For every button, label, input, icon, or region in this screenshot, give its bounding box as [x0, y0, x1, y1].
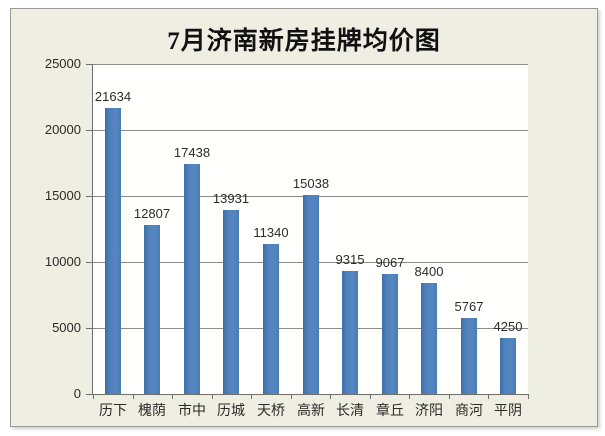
value-label-济阳: 8400 [414, 264, 444, 279]
x-axis-line [87, 394, 529, 395]
x-axis-label-历下: 历下 [99, 402, 127, 418]
value-label-章丘: 9067 [375, 255, 405, 270]
y-axis-tick [86, 130, 92, 131]
x-axis-label-市中: 市中 [178, 402, 206, 418]
bar-历下 [105, 108, 121, 394]
x-axis-tick [528, 395, 529, 399]
x-axis-label-高新: 高新 [297, 402, 325, 418]
bar-市中 [184, 164, 200, 394]
y-axis-tick [86, 394, 92, 395]
chart-title: 7月济南新房挂牌均价图 [167, 28, 441, 55]
bar-长清 [342, 271, 358, 394]
gridline [93, 64, 528, 65]
value-label-商河: 5767 [454, 299, 484, 314]
y-axis-tick [86, 262, 92, 263]
x-axis-label-历城: 历城 [217, 402, 245, 418]
bar-平阴 [500, 338, 516, 394]
x-axis-label-天桥: 天桥 [257, 402, 285, 418]
bar-章丘 [382, 274, 398, 394]
value-label-天桥: 11340 [253, 225, 289, 240]
x-axis-tick [449, 395, 450, 399]
bar-商河 [461, 318, 477, 394]
value-label-槐荫: 12807 [133, 206, 171, 221]
x-axis-tick [251, 395, 252, 399]
value-label-历城: 13931 [212, 191, 250, 206]
y-axis-tick [86, 328, 92, 329]
x-axis-label-商河: 商河 [455, 402, 483, 418]
x-axis-tick [370, 395, 371, 399]
y-axis-tick-label: 5000 [52, 320, 81, 335]
bar-天桥 [263, 244, 279, 394]
y-axis-tick [86, 196, 92, 197]
x-axis-tick [330, 395, 331, 399]
bar-历城 [223, 210, 239, 394]
x-axis-tick [212, 395, 213, 399]
y-axis-tick-label: 20000 [44, 122, 81, 137]
value-label-长清: 9315 [335, 252, 365, 267]
x-axis-tick [133, 395, 134, 399]
bar-高新 [303, 195, 319, 394]
value-label-高新: 15038 [292, 176, 330, 191]
y-axis-tick-label: 10000 [44, 254, 81, 269]
y-axis-line [92, 64, 93, 395]
x-axis-tick [409, 395, 410, 399]
x-axis-label-槐荫: 槐荫 [138, 402, 166, 418]
bar-济阳 [421, 283, 437, 394]
value-label-平阴: 4250 [493, 319, 523, 334]
x-axis-tick [488, 395, 489, 399]
value-label-历下: 21634 [94, 89, 132, 104]
y-axis-tick [86, 64, 92, 65]
bar-槐荫 [144, 225, 160, 394]
x-axis-tick [172, 395, 173, 399]
y-axis-tick-label: 25000 [44, 56, 81, 71]
x-axis-label-章丘: 章丘 [376, 402, 404, 418]
chart-frame: 7月济南新房挂牌均价图 0 5000 10000 15000 20000 25000 21… [10, 8, 598, 427]
value-label-市中: 17438 [173, 145, 211, 160]
y-axis-tick-label: 15000 [44, 188, 81, 203]
y-axis-tick-label: 0 [73, 386, 81, 401]
x-axis-tick [93, 395, 94, 399]
x-axis-tick [291, 395, 292, 399]
x-axis-label-济阳: 济阳 [415, 402, 443, 418]
gridline [93, 130, 528, 131]
x-axis-label-平阴: 平阴 [494, 402, 522, 418]
x-axis-label-长清: 长清 [336, 402, 364, 418]
